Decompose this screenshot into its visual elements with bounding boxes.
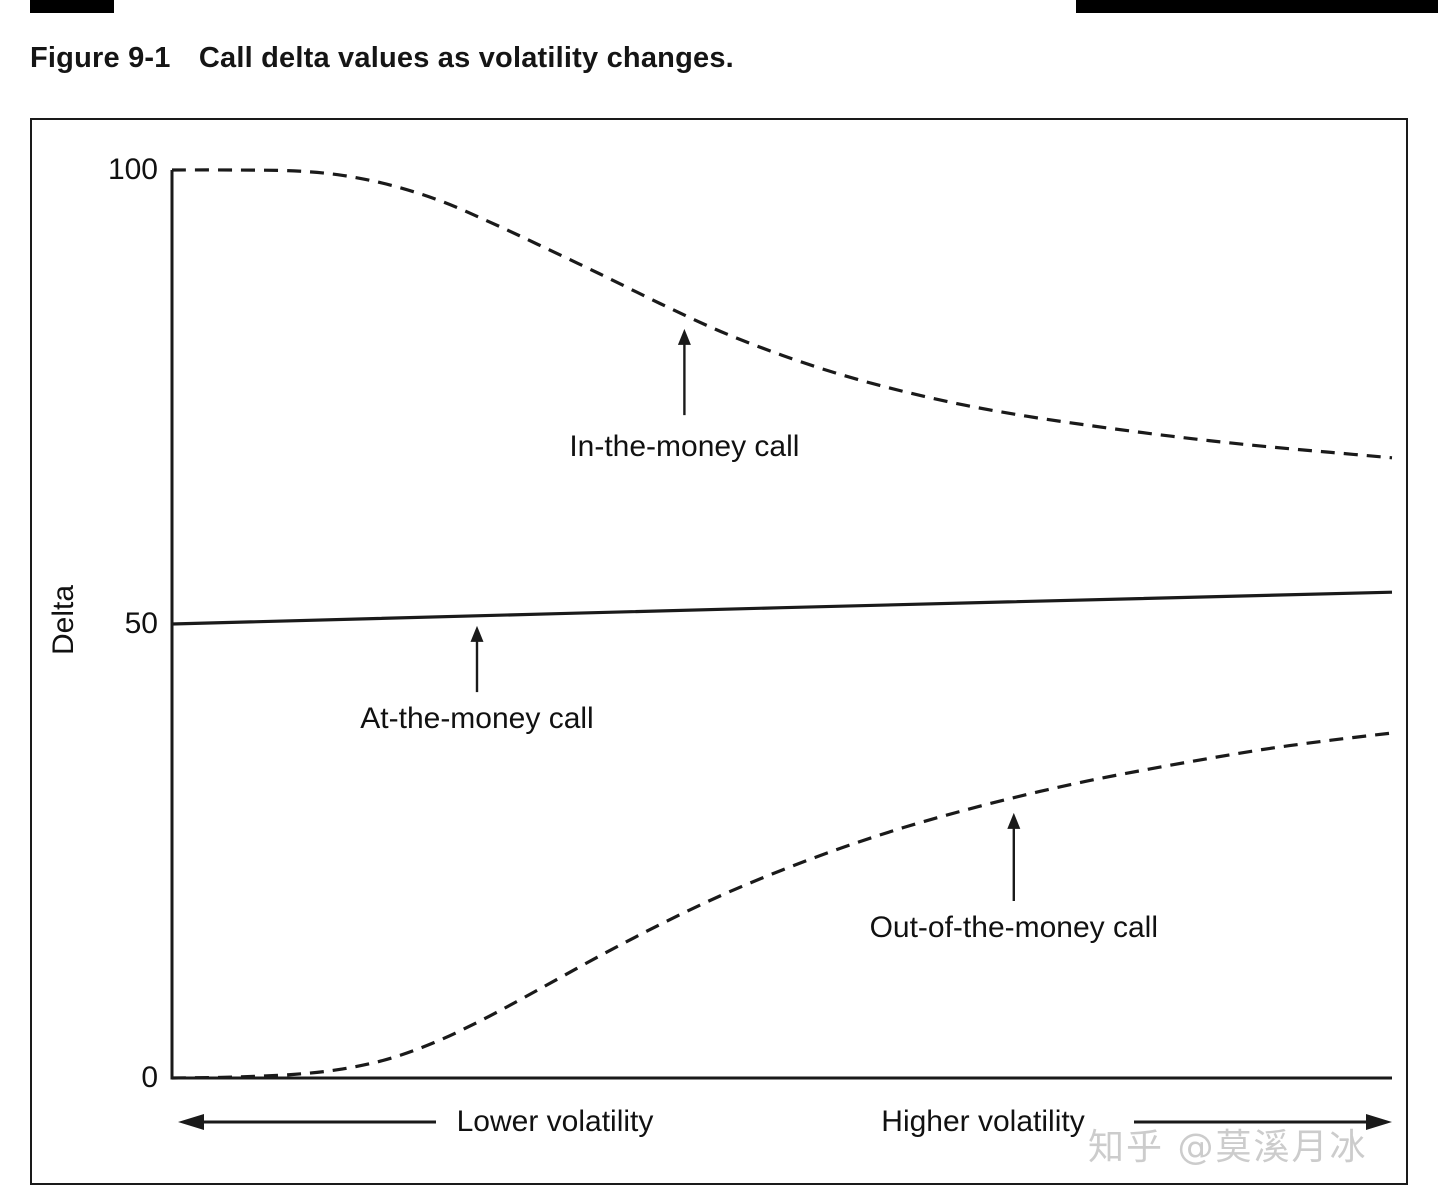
annotation-at-the-money-call: At-the-money call: [360, 702, 594, 736]
figure-label: Figure 9-1: [30, 42, 171, 74]
series-in-the-money-call: [171, 168, 1393, 460]
annotation-arrowhead: [470, 625, 484, 642]
page-edge-bar-left: [30, 0, 114, 13]
page-edge-bar-right: [1076, 0, 1438, 13]
annotation-arrowhead: [677, 328, 691, 345]
y-tick-50: 50: [124, 607, 158, 640]
y-tick-0: 0: [141, 1061, 158, 1094]
axes: [170, 170, 1392, 1080]
y-axis-label: Delta: [47, 584, 80, 656]
x-axis-label-lower-volatility: Lower volatility: [456, 1105, 654, 1138]
figure-title: Figure 9-1 Call delta values as volatili…: [30, 42, 734, 75]
figure-caption: Call delta values as volatility changes.: [198, 42, 734, 74]
lower-volatility-arrowhead: [178, 1114, 204, 1130]
delta-vs-volatility-plot: [170, 168, 1393, 1130]
series-at-the-money-call: [171, 590, 1393, 626]
higher-volatility-arrowhead: [1366, 1114, 1392, 1130]
series-out-of-the-money-call: [171, 731, 1393, 1080]
annotation-arrowhead: [1007, 812, 1021, 829]
annotation-in-the-money-call: In-the-money call: [569, 429, 800, 463]
chart-frame: 100 50 0 Delta In-the-money call At-the-…: [30, 118, 1408, 1185]
y-tick-100: 100: [107, 153, 158, 186]
x-axis-label-higher-volatility: Higher volatility: [881, 1105, 1085, 1138]
annotation-out-of-the-money-call: Out-of-the-money call: [869, 911, 1159, 945]
